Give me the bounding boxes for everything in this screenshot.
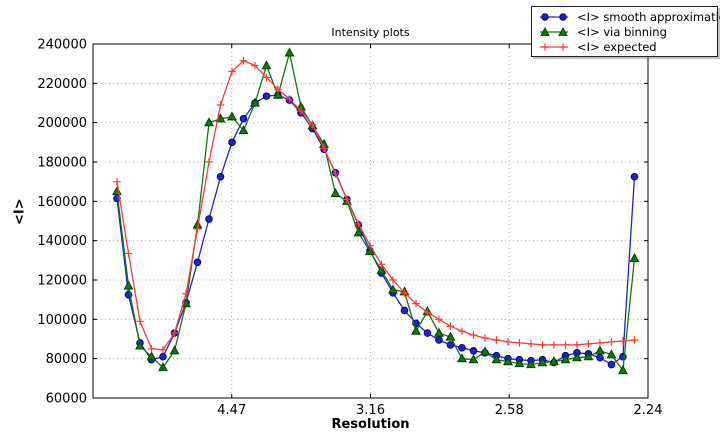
legend-box: <I> smooth approximation <I> via binning… [531,6,720,57]
y-tick-label: 180000 [37,156,87,171]
legend-label: <I> smooth approximation [577,9,720,24]
y-tick-label: 200000 [37,116,87,131]
legend-item-smooth-approximation: <I> smooth approximation [532,9,720,24]
legend-item-via-binning: <I> via binning [532,24,717,39]
x-tick-label: 2.24 [634,403,663,418]
legend-marker-triangle-icon [540,26,568,36]
tick-labels: 60000 80000 100000 120000 140000 160000 180000… [37,38,662,419]
y-tick-label: 60000 [46,392,87,407]
chart-title: Intensity plots [331,26,410,39]
legend-marker-circle-icon [540,12,568,21]
x-tick-label: 2.58 [495,403,524,418]
legend-item-expected: <I> expected [532,39,717,54]
series-triangle [112,47,640,375]
x-tick-label: 4.47 [217,403,246,418]
y-tick-label: 140000 [37,234,87,249]
x-tick-label: 3.16 [356,403,385,418]
y-tick-label: 240000 [37,38,87,53]
legend-marker-plus-icon [540,43,568,50]
y-tick-label: 220000 [37,77,87,92]
legend-label: <I> expected [577,39,657,54]
series-plus [113,56,639,354]
y-tick-label: 160000 [37,195,87,210]
y-tick-label: 120000 [37,274,87,289]
y-tick-label: 100000 [37,313,87,328]
x-axis-label: Resolution [331,417,410,432]
series-circle [113,91,639,369]
legend-label: <I> via binning [577,24,667,39]
y-tick-label: 80000 [46,352,87,367]
tick-marks [93,43,649,399]
